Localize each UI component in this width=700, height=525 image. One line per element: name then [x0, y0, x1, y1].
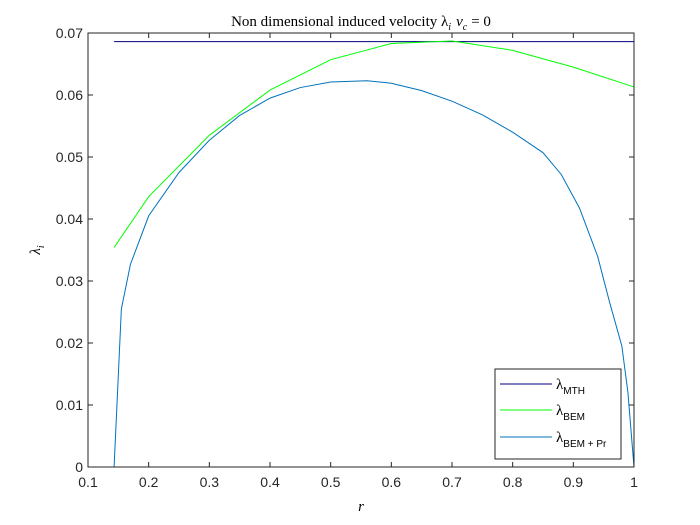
legend-entry-bem: λBEM: [556, 403, 585, 423]
y-tick-label: 0.06: [56, 87, 83, 103]
legend-sub-bem-pr: BEM + Pr: [563, 439, 607, 450]
y-tick-label: 0.05: [56, 149, 83, 165]
series-layer: [113, 40, 635, 468]
legend-entry-bem-pr: λBEM + Pr: [556, 430, 607, 450]
y-tick-label: 0.02: [56, 335, 83, 351]
x-tick-label: 0.3: [200, 474, 220, 490]
legend-sub-mth: MTH: [563, 386, 585, 397]
x-axis-label: r: [358, 499, 364, 515]
svg-text:λi: λi: [28, 245, 47, 256]
x-tick-label: 0.1: [78, 474, 98, 490]
series-line-bem: [113, 40, 635, 248]
x-tick-label: 0.7: [442, 474, 462, 490]
y-tick-label: 0.04: [56, 211, 83, 227]
legend-label-mth: λ: [556, 377, 564, 393]
legend-sub-bem: BEM: [563, 412, 585, 423]
chart-title-sub-c: c: [463, 22, 468, 33]
legend: λMTH λBEM λBEM + Pr: [494, 368, 622, 460]
chart-title: Non dimensional induced velocity λi vc = 0: [231, 14, 491, 33]
axes-box: [87, 32, 635, 468]
x-tick-label: 0.6: [382, 474, 402, 490]
x-tick-label: 0.2: [139, 474, 159, 490]
x-tick-label: 1: [630, 474, 638, 490]
y-axis-label: λi: [28, 245, 47, 256]
chart-title-sub-i: i: [448, 22, 451, 33]
y-tick-label: 0.03: [56, 273, 83, 289]
chart-title-main: Non dimensional induced velocity λ: [231, 14, 449, 30]
chart-title-v: v: [456, 14, 463, 30]
x-tick-label: 0.4: [260, 474, 280, 490]
y-tick-label: 0.07: [56, 25, 83, 41]
legend-label-bem: λ: [556, 403, 564, 419]
y-axis: 0 0.01 0.02 0.03 0.04 0.05 0.06 0.07: [56, 25, 634, 475]
x-tick-label: 0.9: [564, 474, 584, 490]
y-tick-label: 0.01: [56, 397, 83, 413]
legend-entry-mth: λMTH: [556, 377, 585, 397]
y-axis-label-main: λ: [28, 248, 44, 256]
x-axis: 0.1 0.2 0.3 0.4 0.5 0.6 0.7 0.8 0.9 1: [78, 33, 638, 490]
chart-title-eq: = 0: [471, 14, 491, 30]
x-tick-label: 0.8: [503, 474, 523, 490]
legend-label-bem-pr: λ: [556, 430, 564, 446]
y-tick-label: 0: [75, 459, 83, 475]
series-line-bem-pr: [113, 80, 635, 468]
y-axis-label-sub: i: [36, 245, 47, 248]
x-tick-label: 0.5: [321, 474, 341, 490]
